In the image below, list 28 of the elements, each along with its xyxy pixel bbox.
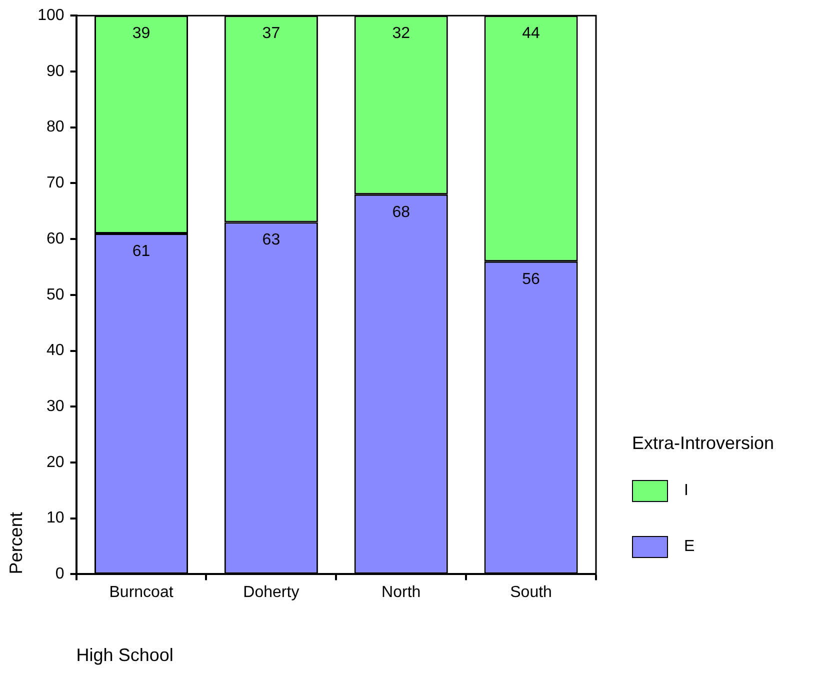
- x-tick-label: South: [510, 584, 552, 602]
- y-tick-label: 10: [46, 510, 64, 527]
- y-tick-label: 50: [46, 286, 64, 304]
- y-tick-label: 90: [46, 62, 64, 80]
- data-label: 32: [392, 25, 410, 42]
- y-tick-label: 40: [46, 342, 64, 360]
- data-label: 37: [262, 25, 280, 42]
- x-tick-label: North: [382, 584, 421, 602]
- y-tick-label: 100: [38, 7, 64, 24]
- text: E: [684, 538, 695, 556]
- y-tick-label: 70: [46, 174, 64, 192]
- data-label: 68: [392, 204, 410, 221]
- x-tick-label: Doherty: [243, 584, 300, 602]
- y-tick-label: 80: [46, 118, 64, 136]
- x-axis-title: High School: [76, 645, 174, 666]
- y-tick-label: 20: [46, 454, 64, 471]
- y-axis-title: Percent: [6, 512, 26, 574]
- data-label: 56: [522, 270, 540, 288]
- legend-label: I: [684, 482, 688, 500]
- y-tick-label: 60: [46, 230, 64, 248]
- data-label: 44: [522, 25, 540, 42]
- legend-title: Extra-Introversion: [632, 433, 774, 454]
- data-label: 63: [262, 232, 280, 249]
- y-tick-label: 30: [46, 398, 64, 416]
- data-label: 61: [132, 242, 150, 260]
- data-label: 39: [132, 25, 150, 42]
- y-tick-label: 0: [55, 566, 64, 583]
- x-tick-label: Burncoat: [109, 584, 174, 602]
